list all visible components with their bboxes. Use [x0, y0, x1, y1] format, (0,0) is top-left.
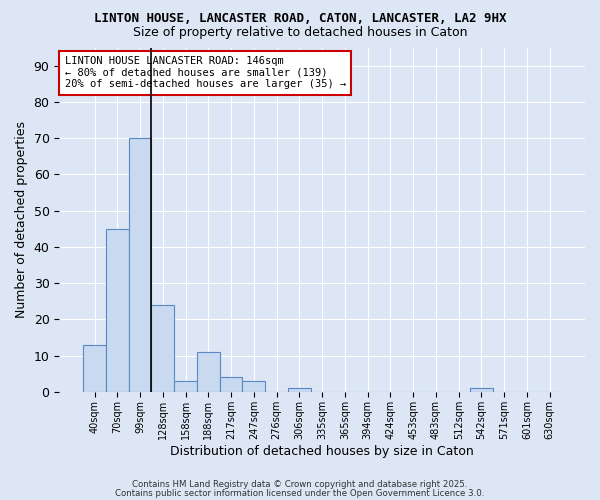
- Bar: [220, 378, 242, 392]
- Text: Contains HM Land Registry data © Crown copyright and database right 2025.: Contains HM Land Registry data © Crown c…: [132, 480, 468, 489]
- Bar: [174, 381, 197, 392]
- Bar: [151, 305, 174, 392]
- Bar: [197, 352, 220, 392]
- Text: Size of property relative to detached houses in Caton: Size of property relative to detached ho…: [133, 26, 467, 39]
- Text: LINTON HOUSE, LANCASTER ROAD, CATON, LANCASTER, LA2 9HX: LINTON HOUSE, LANCASTER ROAD, CATON, LAN…: [94, 12, 506, 26]
- Bar: [106, 229, 128, 392]
- Bar: [242, 381, 265, 392]
- Text: LINTON HOUSE LANCASTER ROAD: 146sqm
← 80% of detached houses are smaller (139)
2: LINTON HOUSE LANCASTER ROAD: 146sqm ← 80…: [65, 56, 346, 90]
- Text: Contains public sector information licensed under the Open Government Licence 3.: Contains public sector information licen…: [115, 488, 485, 498]
- Bar: [288, 388, 311, 392]
- Bar: [83, 345, 106, 392]
- X-axis label: Distribution of detached houses by size in Caton: Distribution of detached houses by size …: [170, 444, 474, 458]
- Bar: [470, 388, 493, 392]
- Y-axis label: Number of detached properties: Number of detached properties: [15, 121, 28, 318]
- Bar: [128, 138, 151, 392]
